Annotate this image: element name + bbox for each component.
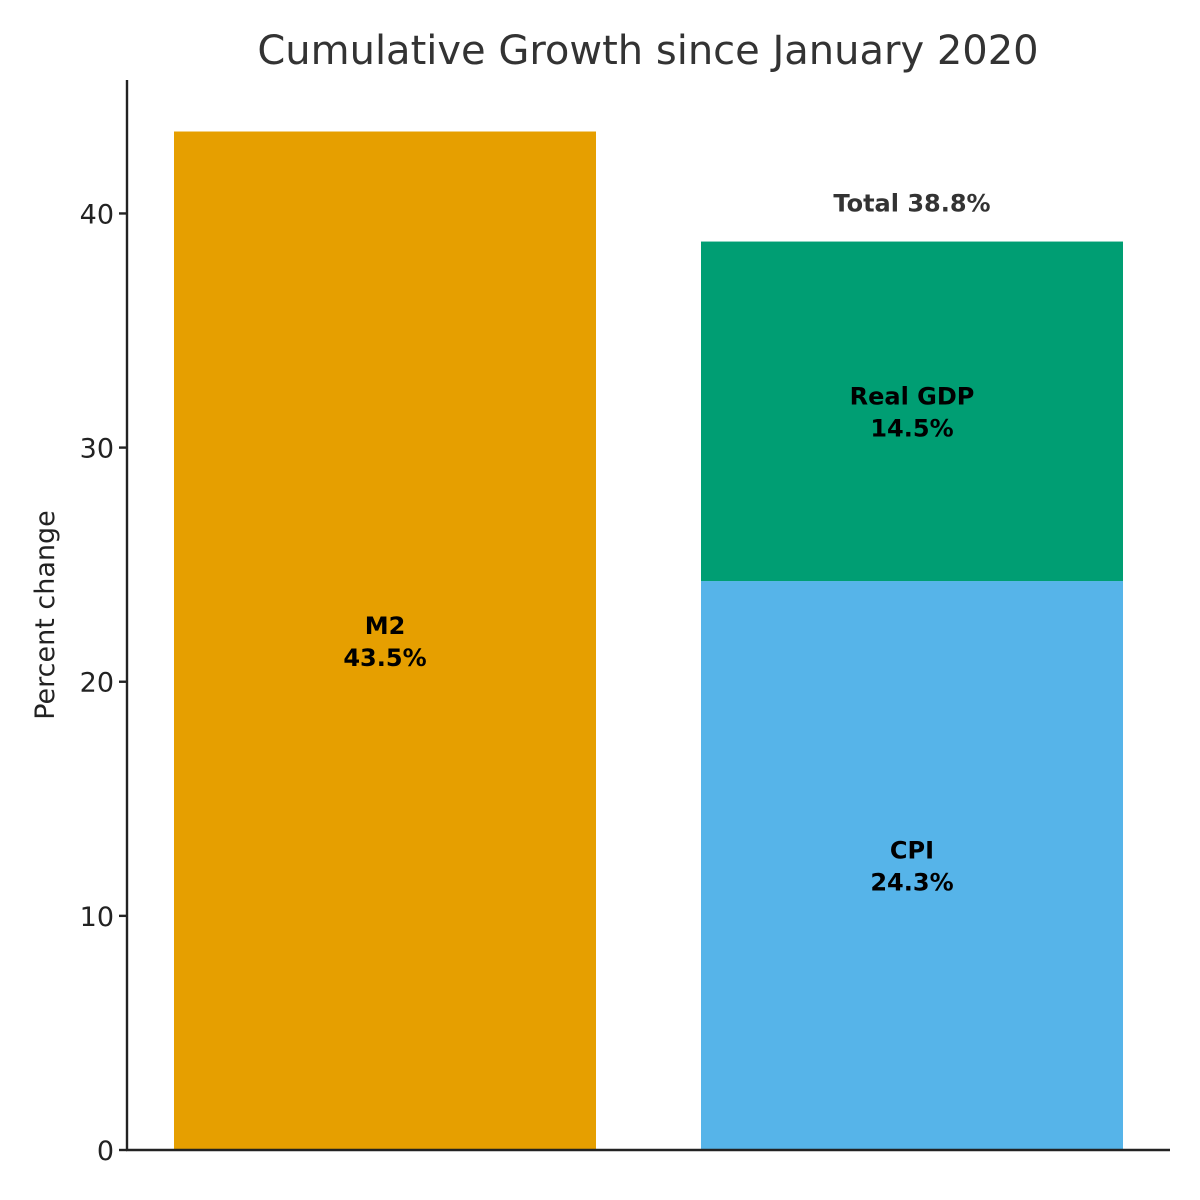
y-axis-label: Percent change — [30, 510, 61, 720]
data-label-cpi-value: 24.3% — [870, 869, 953, 897]
y-tick-label-0: 0 — [97, 1136, 114, 1167]
y-tick-label-20: 20 — [80, 668, 114, 699]
labels-layer: M2 43.5% CPI 24.3% Real GDP 14.5% Total 38.8% — [343, 190, 990, 897]
axes-layer: 0 10 20 30 40 — [80, 80, 1170, 1167]
total-label: Total 38.8% — [833, 190, 990, 218]
data-label-real-gdp-name: Real GDP — [850, 382, 975, 410]
bar-segment-real-gdp — [701, 241, 1123, 582]
data-label-cpi-name: CPI — [890, 837, 934, 865]
y-tick-label-40: 40 — [80, 199, 114, 230]
chart-title: Cumulative Growth since January 2020 — [257, 28, 1038, 74]
bar-segment-m2 — [174, 131, 596, 1151]
data-label-m2-value: 43.5% — [343, 644, 426, 672]
y-tick-label-10: 10 — [80, 902, 114, 933]
bar-segment-cpi — [701, 581, 1123, 1150]
y-tick-label-30: 30 — [80, 434, 114, 465]
bars-layer — [174, 131, 1123, 1151]
data-label-real-gdp-value: 14.5% — [870, 414, 953, 442]
data-label-m2-name: M2 — [365, 612, 406, 640]
